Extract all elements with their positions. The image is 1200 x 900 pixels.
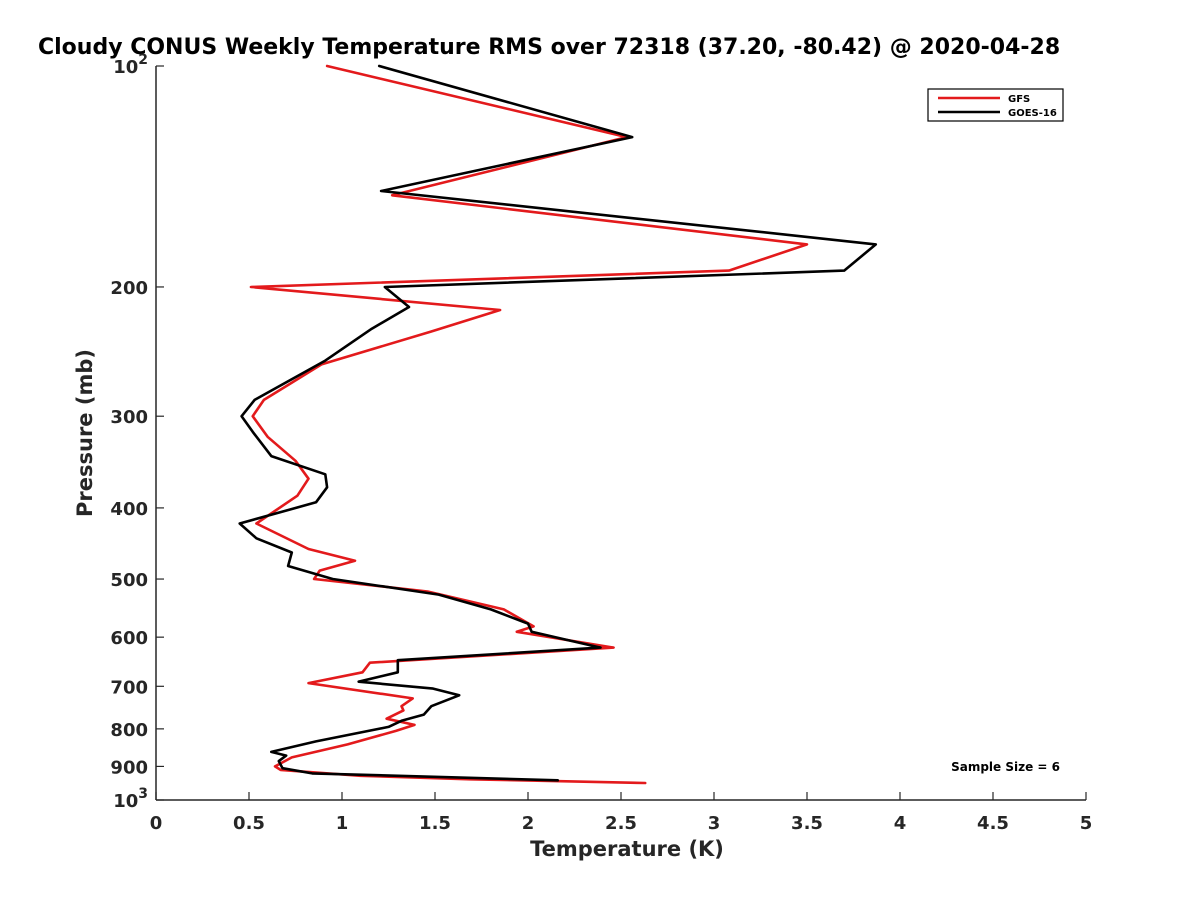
x-tick-label: 2.5 (605, 813, 637, 834)
y-tick-label: 200 (110, 278, 148, 299)
x-tick-label: 3 (708, 813, 721, 834)
y-tick-label: 600 (110, 628, 148, 649)
x-tick-label: 4.5 (977, 813, 1009, 834)
y-tick-label: 400 (110, 499, 148, 520)
x-tick-label: 1.5 (419, 813, 451, 834)
plot-frame (156, 66, 1086, 800)
y-axis-label: Pressure (mb) (73, 349, 97, 517)
x-axis: 0 0.5 1 1.5 2 2.5 3 3.5 4 4.5 5 (150, 792, 1093, 834)
legend[interactable]: GFS GOES-16 (927, 88, 1064, 122)
plot-area (155, 64, 1086, 801)
chart-title: Cloudy CONUS Weekly Temperature RMS over… (38, 35, 1060, 60)
x-tick-label: 0 (150, 813, 163, 834)
series-line-gfs (249, 64, 809, 785)
y-tick-label: 300 (110, 407, 148, 428)
sample-size-annotation: Sample Size = 6 (951, 760, 1060, 774)
y-tick-label: 102 (113, 52, 148, 78)
legend-box (927, 88, 1064, 122)
y-tick-label: 700 (110, 677, 148, 698)
series-line-goes-16 (238, 64, 878, 782)
y-tick-label: 900 (110, 757, 148, 778)
y-axis: 102 200 300 400 500 600 700 800 900 103 (110, 52, 164, 812)
legend-entry: GFS (1008, 94, 1030, 105)
y-tick-label: 500 (110, 570, 148, 591)
x-tick-label: 1 (336, 813, 349, 834)
y-tick-label: 800 (110, 720, 148, 741)
x-tick-label: 4 (894, 813, 907, 834)
x-tick-label: 3.5 (791, 813, 823, 834)
x-tick-label: 0.5 (233, 813, 265, 834)
x-axis-label: Temperature (K) (530, 837, 724, 861)
x-tick-label: 5 (1080, 813, 1093, 834)
y-tick-label: 103 (113, 786, 148, 812)
x-tick-label: 2 (522, 813, 535, 834)
legend-entry: GOES-16 (1008, 108, 1057, 119)
